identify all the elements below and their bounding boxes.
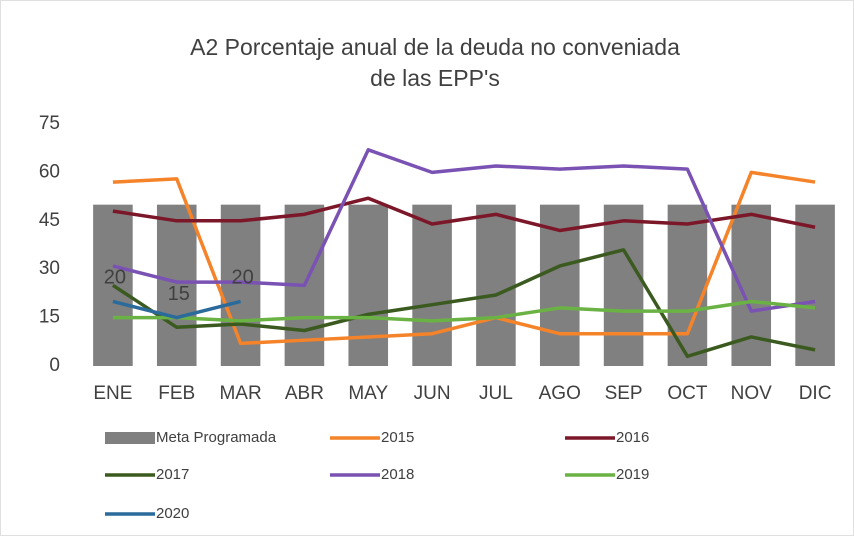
x-tick-label: JUL	[479, 383, 513, 404]
bar	[795, 204, 835, 366]
x-tick-label: DIC	[799, 383, 832, 404]
legend-label: 2017	[156, 466, 189, 483]
x-tick-label: MAY	[348, 383, 388, 404]
legend-swatch	[105, 432, 155, 444]
bar	[667, 204, 708, 366]
legend-label: Meta Programada	[156, 429, 277, 446]
bar	[348, 204, 389, 366]
line	[112, 196, 816, 233]
data-label: 20	[231, 267, 253, 289]
x-tick-label: SEP	[605, 383, 643, 404]
line	[111, 248, 816, 359]
x-tick-label: NOV	[731, 383, 773, 404]
legend-label: 2016	[616, 429, 649, 446]
x-tick-label: MAR	[219, 383, 261, 404]
legend-label: 2020	[156, 505, 189, 522]
x-tick-label: FEB	[158, 383, 195, 404]
x-tick-label: JUN	[414, 383, 451, 404]
data-label: 15	[168, 283, 190, 305]
x-tick-label: ENE	[93, 383, 132, 404]
bar	[476, 204, 516, 366]
x-tick-label: OCT	[667, 383, 708, 404]
chart-title: de las EPP's	[370, 65, 500, 91]
bar	[412, 204, 452, 366]
legend-label: 2019	[616, 466, 649, 483]
y-tick-label: 30	[39, 258, 60, 279]
line	[112, 299, 242, 320]
x-tick-label: AGO	[539, 383, 581, 404]
y-tick-label: 75	[39, 113, 60, 134]
y-tick-label: 0	[49, 355, 60, 376]
line	[112, 299, 816, 323]
chart-title: A2 Porcentaje anual de la deuda no conve…	[190, 34, 680, 60]
line	[112, 170, 816, 346]
bar	[603, 204, 644, 366]
y-tick-label: 15	[39, 307, 60, 328]
data-label: 20	[104, 267, 126, 289]
bar	[156, 204, 197, 366]
legend-label: 2018	[381, 466, 414, 483]
line	[112, 148, 816, 313]
y-tick-label: 60	[39, 161, 60, 182]
y-tick-label: 45	[39, 210, 60, 231]
legend-label: 2015	[381, 429, 414, 446]
x-tick-label: ABR	[285, 383, 324, 404]
